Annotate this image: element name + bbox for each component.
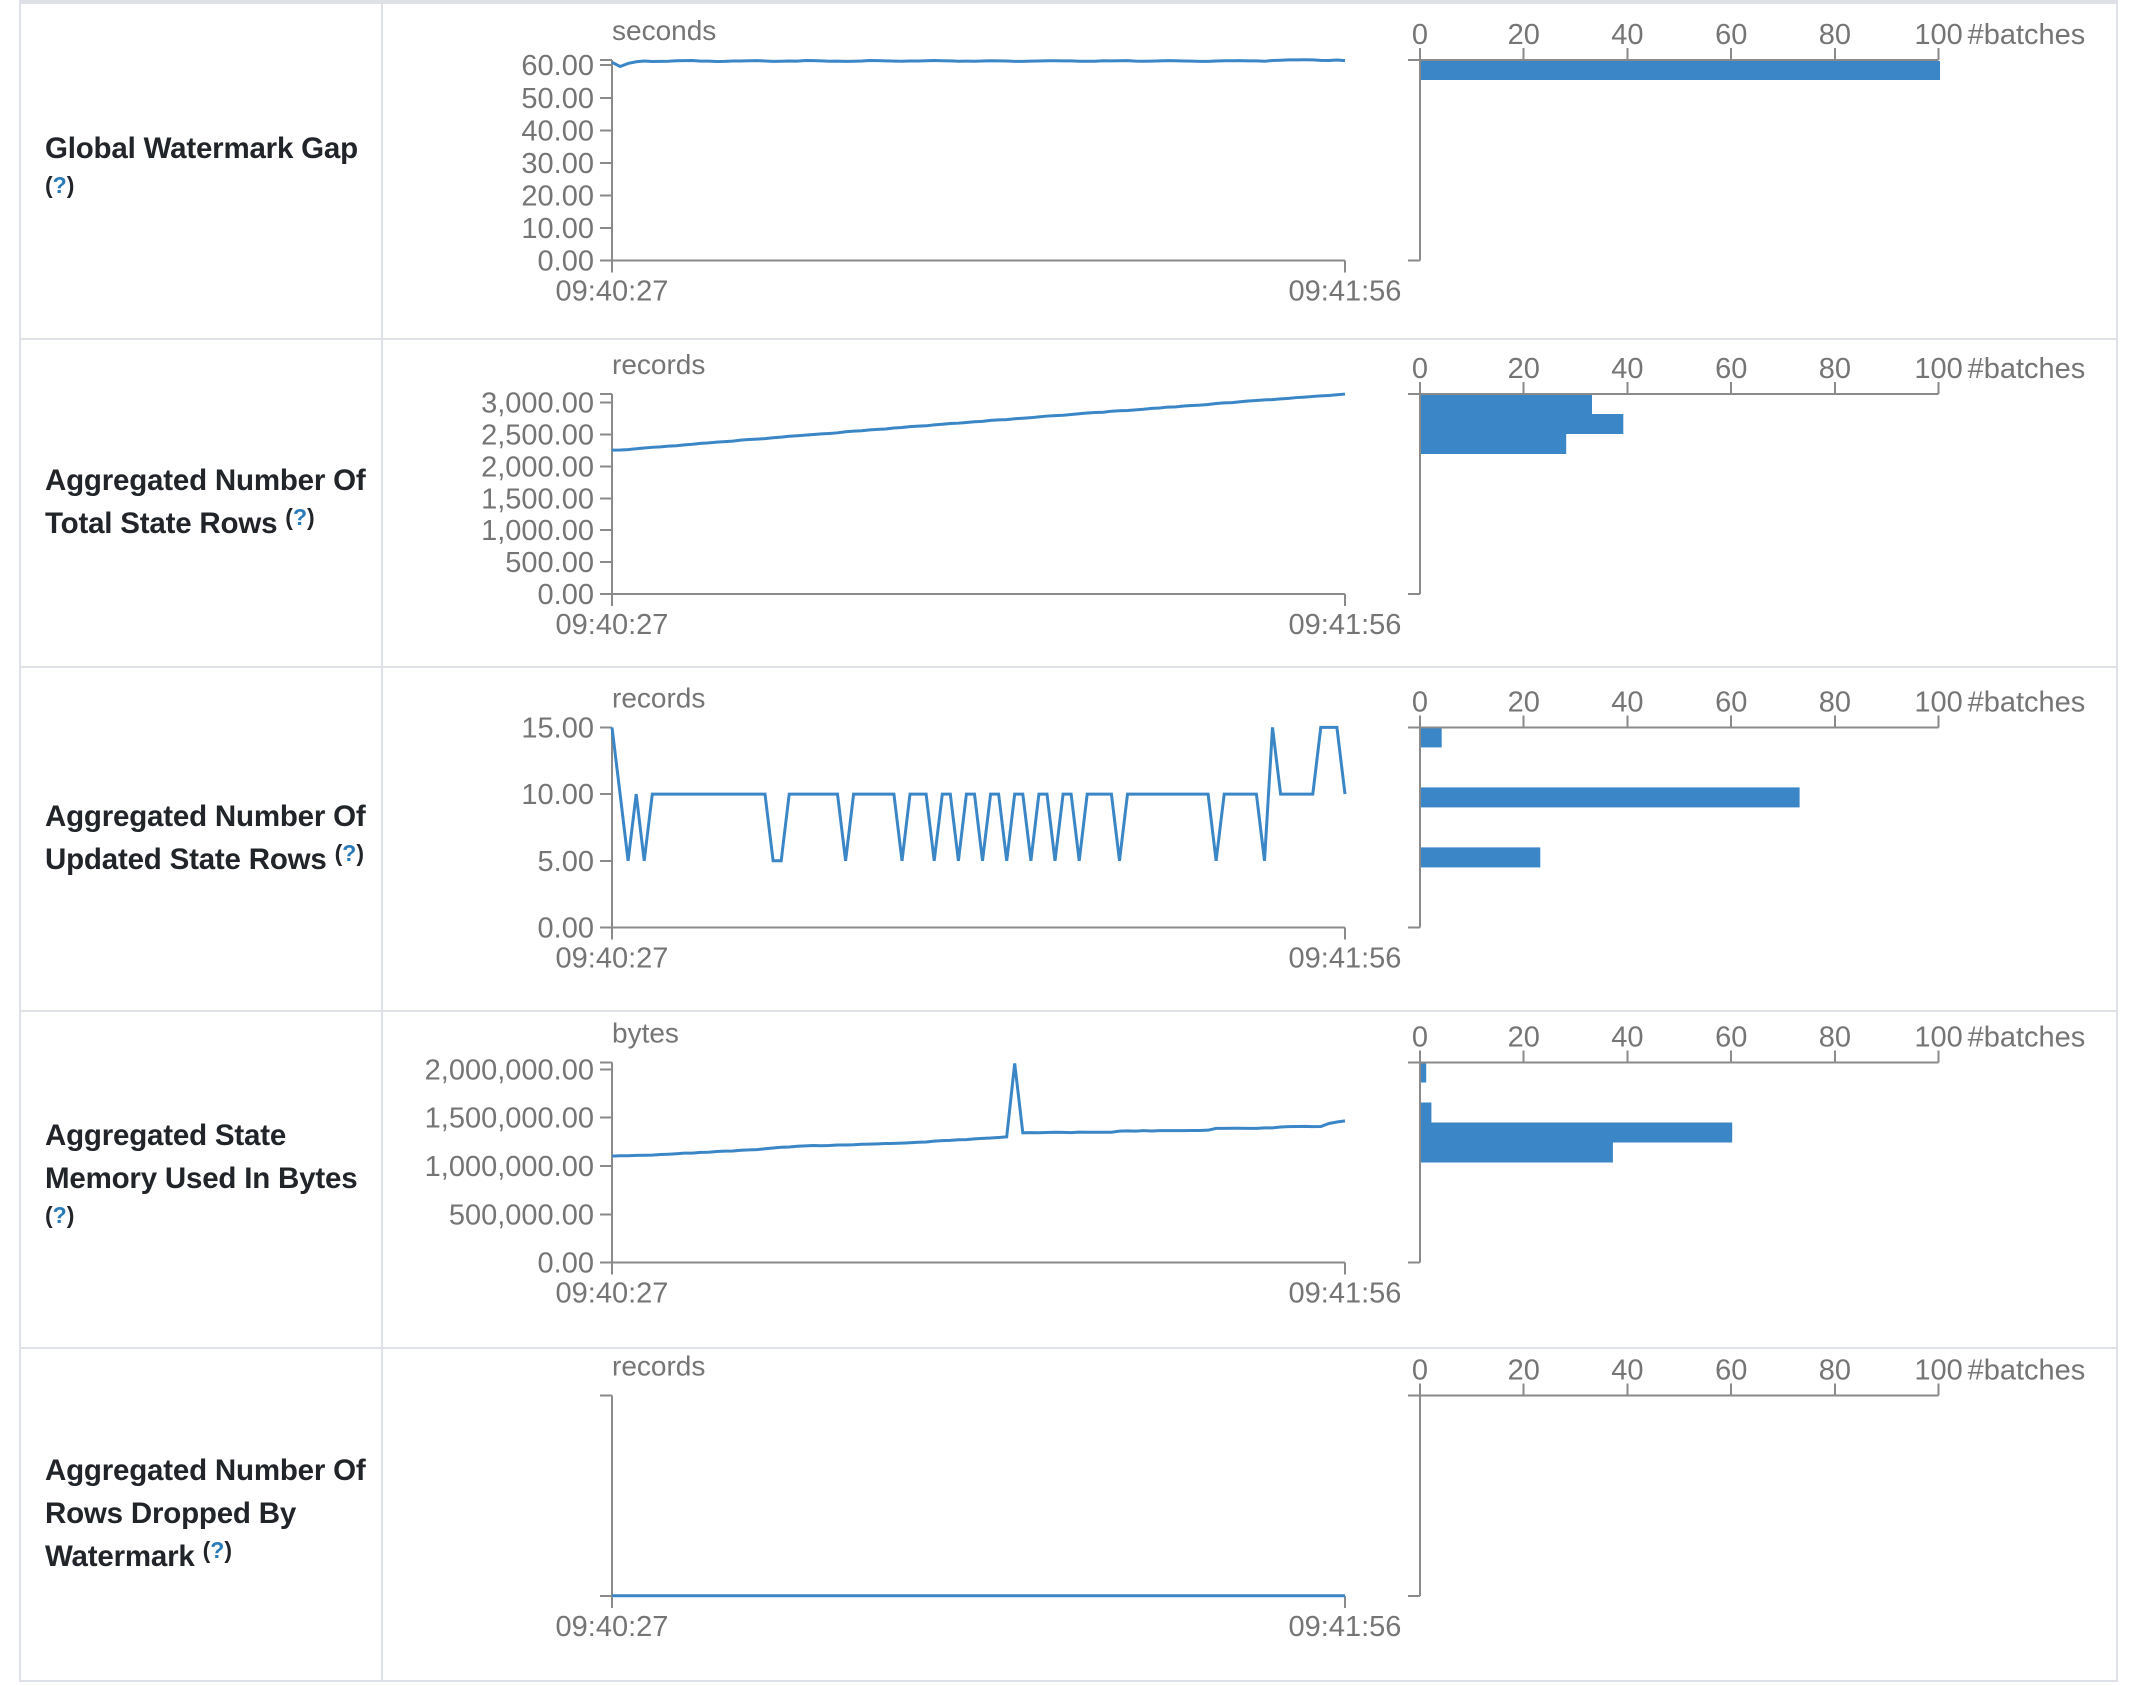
svg-text:60.00: 60.00 bbox=[521, 50, 594, 82]
svg-text:09:40:27: 09:40:27 bbox=[556, 1278, 669, 1310]
svg-text:09:40:27: 09:40:27 bbox=[556, 1611, 669, 1643]
svg-text:40.00: 40.00 bbox=[521, 115, 594, 147]
svg-text:09:41:56: 09:41:56 bbox=[1289, 1611, 1402, 1643]
svg-text:500.00: 500.00 bbox=[505, 547, 594, 579]
svg-text:09:40:27: 09:40:27 bbox=[556, 276, 669, 308]
svg-text:5.00: 5.00 bbox=[538, 846, 594, 878]
svg-text:#batches: #batches bbox=[1968, 353, 2086, 385]
svg-text:20: 20 bbox=[1508, 1355, 1540, 1387]
svg-text:80: 80 bbox=[1819, 19, 1851, 51]
svg-text:80: 80 bbox=[1819, 1022, 1851, 1054]
svg-text:0: 0 bbox=[1412, 686, 1428, 718]
svg-text:09:41:56: 09:41:56 bbox=[1289, 609, 1402, 641]
svg-text:40: 40 bbox=[1611, 686, 1643, 718]
svg-text:0: 0 bbox=[1412, 1355, 1428, 1387]
svg-text:1,000,000.00: 1,000,000.00 bbox=[425, 1151, 594, 1183]
svg-text:seconds: seconds bbox=[612, 15, 716, 46]
svg-text:0.00: 0.00 bbox=[538, 913, 594, 945]
svg-text:80: 80 bbox=[1819, 1355, 1851, 1387]
svg-text:20: 20 bbox=[1508, 353, 1540, 385]
svg-text:2,000,000.00: 2,000,000.00 bbox=[425, 1054, 594, 1086]
svg-text:10.00: 10.00 bbox=[521, 213, 594, 245]
svg-text:#batches: #batches bbox=[1968, 686, 2086, 718]
svg-text:0.00: 0.00 bbox=[538, 579, 594, 611]
svg-text:500,000.00: 500,000.00 bbox=[449, 1199, 594, 1231]
svg-text:100: 100 bbox=[1914, 353, 1962, 385]
svg-text:20.00: 20.00 bbox=[521, 180, 594, 212]
svg-text:2,000.00: 2,000.00 bbox=[481, 451, 594, 483]
svg-text:100: 100 bbox=[1914, 1022, 1962, 1054]
svg-text:60: 60 bbox=[1715, 353, 1747, 385]
svg-text:2,500.00: 2,500.00 bbox=[481, 420, 594, 452]
svg-text:1,500,000.00: 1,500,000.00 bbox=[425, 1103, 594, 1135]
svg-text:40: 40 bbox=[1611, 1022, 1643, 1054]
svg-text:30.00: 30.00 bbox=[521, 148, 594, 180]
svg-text:80: 80 bbox=[1819, 353, 1851, 385]
svg-text:60: 60 bbox=[1715, 686, 1747, 718]
svg-text:0.00: 0.00 bbox=[538, 246, 594, 278]
svg-text:100: 100 bbox=[1914, 1355, 1962, 1387]
svg-text:3,000.00: 3,000.00 bbox=[481, 388, 594, 420]
svg-text:50.00: 50.00 bbox=[521, 83, 594, 115]
svg-text:09:41:56: 09:41:56 bbox=[1289, 943, 1402, 975]
svg-text:0.00: 0.00 bbox=[538, 1248, 594, 1280]
svg-text:40: 40 bbox=[1611, 19, 1643, 51]
svg-text:#batches: #batches bbox=[1968, 19, 2086, 51]
svg-text:records: records bbox=[612, 1351, 705, 1382]
svg-text:1,500.00: 1,500.00 bbox=[481, 483, 594, 515]
svg-text:09:41:56: 09:41:56 bbox=[1289, 1278, 1402, 1310]
svg-text:#batches: #batches bbox=[1968, 1022, 2086, 1054]
svg-text:0: 0 bbox=[1412, 19, 1428, 51]
svg-text:20: 20 bbox=[1508, 686, 1540, 718]
svg-text:0: 0 bbox=[1412, 1022, 1428, 1054]
svg-text:100: 100 bbox=[1914, 19, 1962, 51]
svg-text:1,000.00: 1,000.00 bbox=[481, 515, 594, 547]
svg-text:records: records bbox=[612, 682, 705, 713]
svg-text:0: 0 bbox=[1412, 353, 1428, 385]
svg-text:09:40:27: 09:40:27 bbox=[556, 943, 669, 975]
svg-text:records: records bbox=[612, 349, 705, 380]
svg-text:40: 40 bbox=[1611, 353, 1643, 385]
svg-text:bytes: bytes bbox=[612, 1018, 679, 1049]
svg-text:09:40:27: 09:40:27 bbox=[556, 609, 669, 641]
svg-text:60: 60 bbox=[1715, 1355, 1747, 1387]
svg-text:15.00: 15.00 bbox=[521, 712, 594, 744]
svg-text:09:41:56: 09:41:56 bbox=[1289, 276, 1402, 308]
svg-text:#batches: #batches bbox=[1968, 1355, 2086, 1387]
svg-text:60: 60 bbox=[1715, 1022, 1747, 1054]
svg-text:60: 60 bbox=[1715, 19, 1747, 51]
svg-text:20: 20 bbox=[1508, 1022, 1540, 1054]
svg-text:40: 40 bbox=[1611, 1355, 1643, 1387]
svg-text:20: 20 bbox=[1508, 19, 1540, 51]
svg-text:80: 80 bbox=[1819, 686, 1851, 718]
svg-text:100: 100 bbox=[1914, 686, 1962, 718]
svg-text:10.00: 10.00 bbox=[521, 779, 594, 811]
